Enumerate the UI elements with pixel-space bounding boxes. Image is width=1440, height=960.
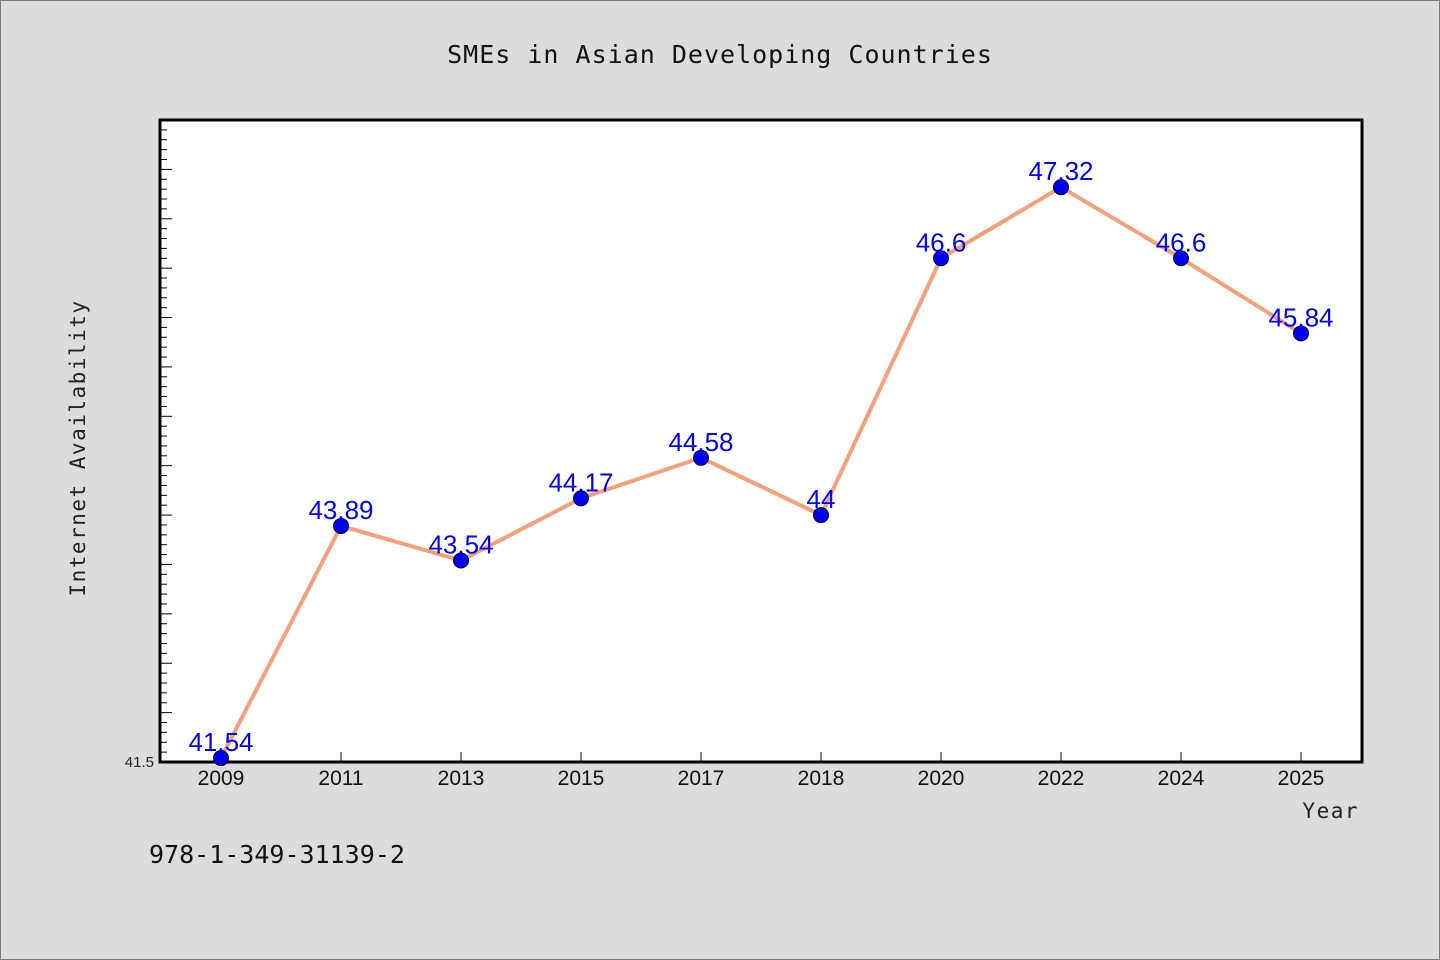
data-point-marker [933,250,949,267]
data-point-marker [453,552,469,569]
data-point-marker [693,449,709,466]
data-point-marker [813,507,829,524]
data-point-marker [1053,179,1069,196]
y-axis-ticks [160,129,172,763]
data-point-marker [573,490,589,507]
chart-title: SMEs in Asian Developing Countries [447,40,993,69]
x-axis-tick-labels: 2009 2011 2013 2015 2017 2018 2020 2022 2024 2025 [198,767,1325,790]
y-axis-label: Internet Availability [66,299,90,596]
data-label: 47.32 [1028,156,1093,186]
x-tick-label: 2017 [678,767,725,790]
data-point-marker [213,750,229,767]
y-tick-label: 41.5 [125,754,154,771]
x-tick-label: 2018 [798,767,845,790]
data-label: 46.6 [916,227,967,257]
x-tick-label: 2011 [318,767,363,790]
x-tick-label: 2025 [1278,767,1325,790]
footnote-isbn: 978-1-349-31139-2 [149,840,405,869]
y-axis-tick-labels: 41.5 [125,754,154,771]
series-group [219,185,1303,761]
x-tick-label: 2022 [1038,767,1085,790]
data-label: 44.58 [668,427,733,457]
data-point-marker [1173,250,1189,267]
plot-area [158,118,1364,764]
marker-group [213,179,1309,767]
data-point-marker [1293,325,1309,342]
x-tick-label: 2009 [198,767,245,790]
x-axis-label: Year [1302,799,1359,823]
x-tick-label: 2020 [918,767,965,790]
data-label: 45.84 [1268,302,1333,332]
x-tick-label: 2013 [438,767,485,790]
data-label-group: 41.54 43.89 43.54 44.17 44.58 44 46.6 47.32 46.6… [188,156,1333,757]
data-point-marker [333,517,349,534]
data-label: 41.54 [188,727,253,757]
data-label: 46.6 [1156,227,1207,257]
series-line [219,185,1303,761]
x-tick-label: 2024 [1158,767,1205,790]
x-tick-label: 2015 [558,767,605,790]
data-label: 43.89 [308,495,373,525]
data-label: 44 [807,484,836,514]
data-label: 44.17 [548,467,613,497]
data-label: 43.54 [428,530,493,560]
